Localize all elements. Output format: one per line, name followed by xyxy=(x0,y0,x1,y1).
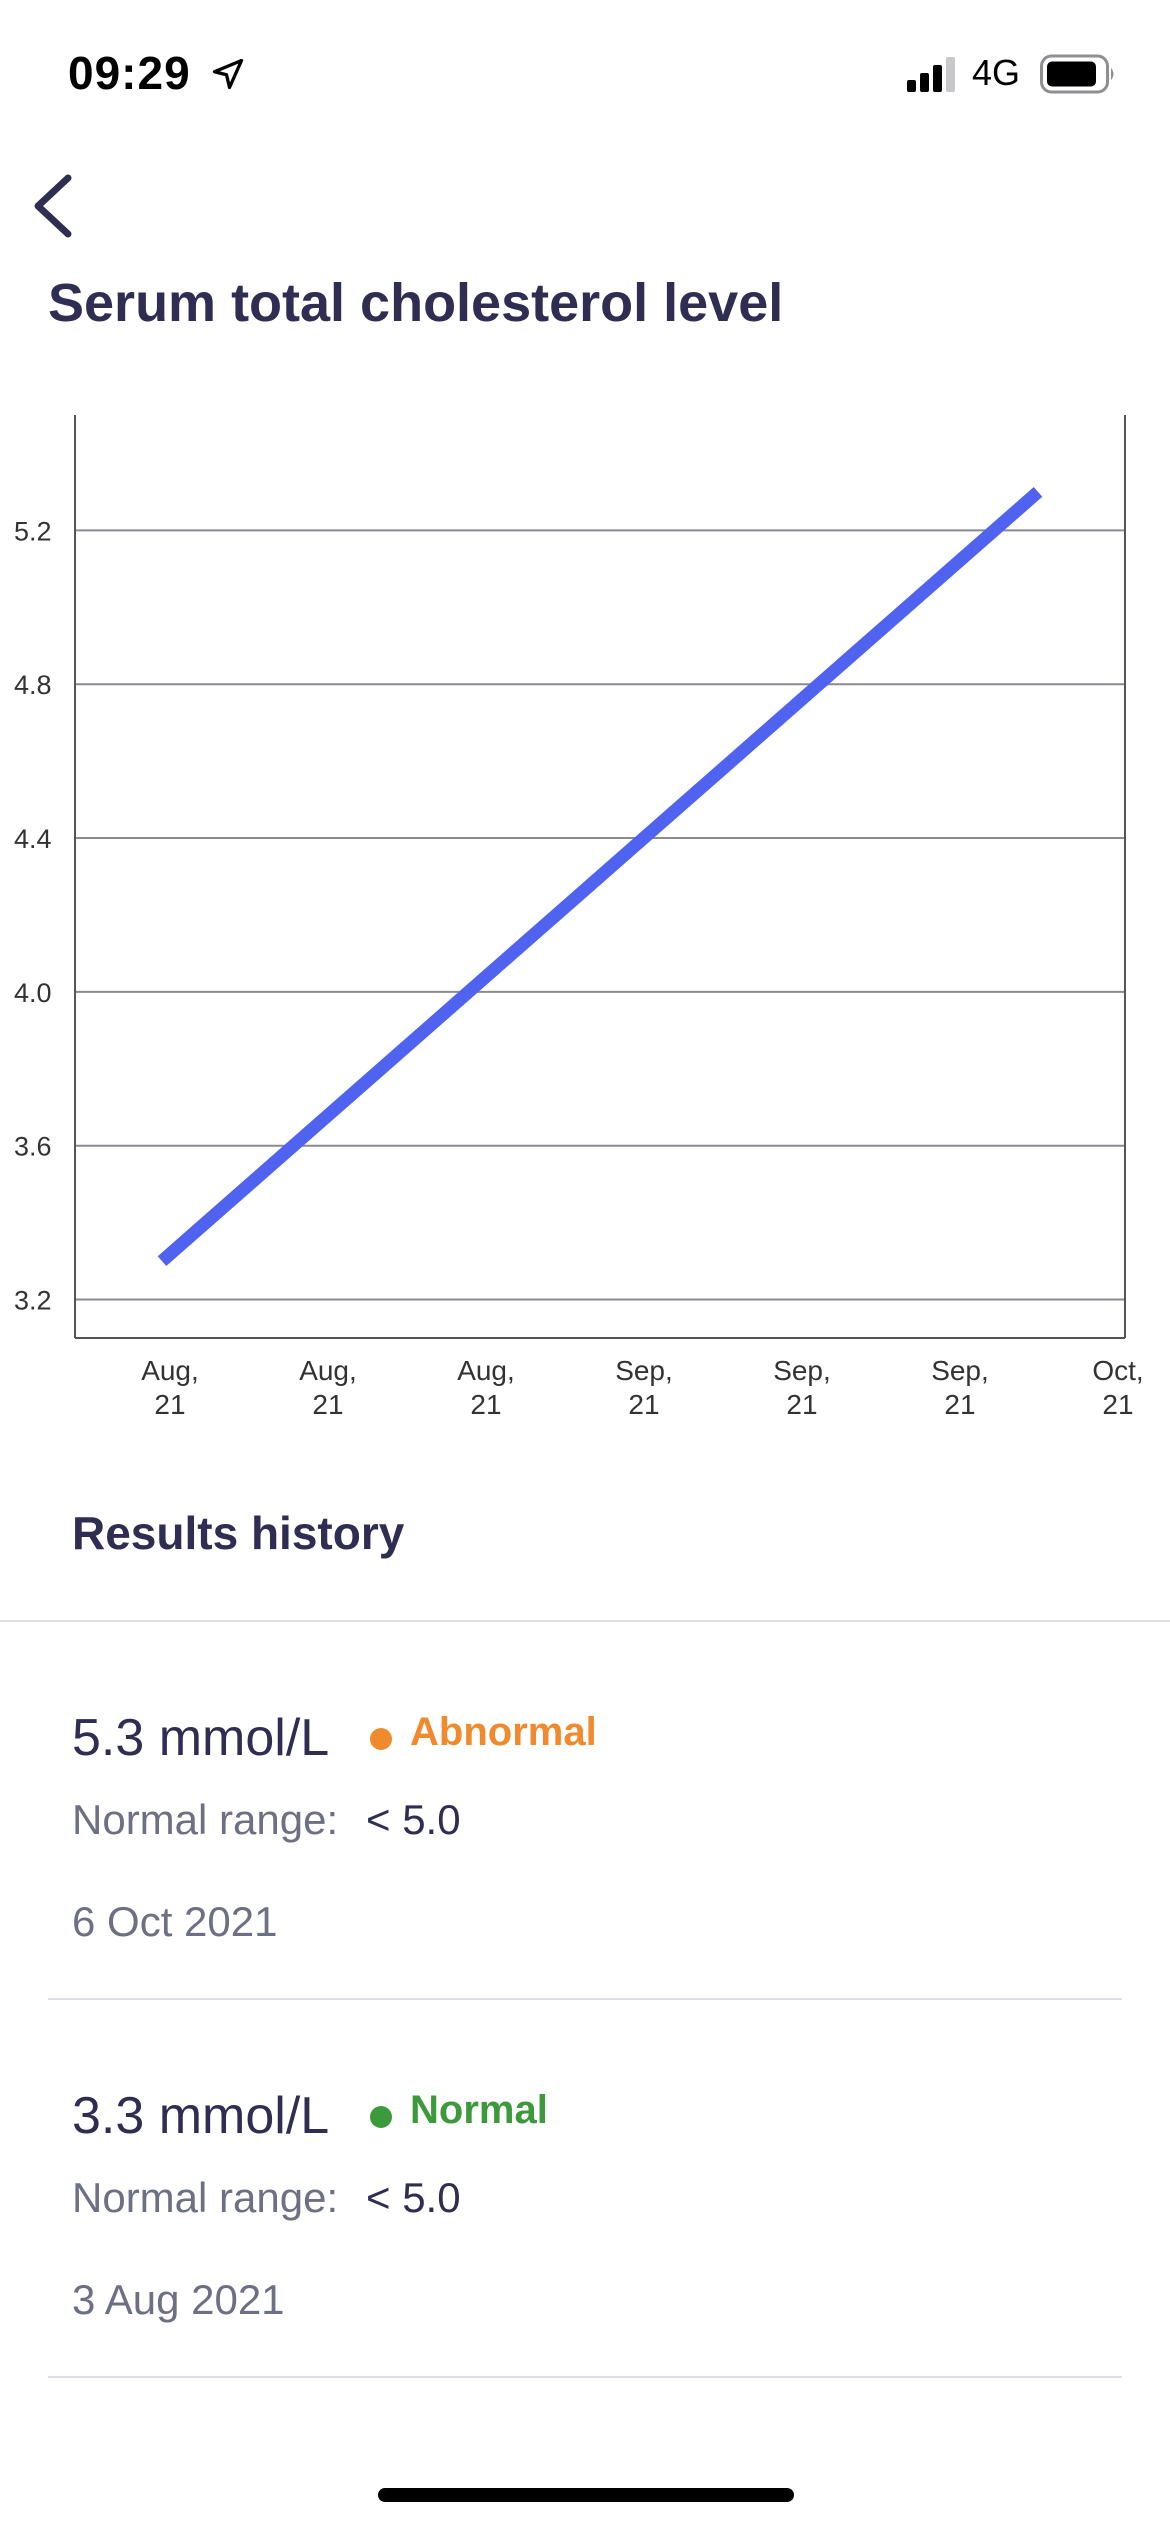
normal-range-label: Normal range: xyxy=(72,2174,339,2221)
result-item[interactable]: 5.3 mmol/L Abnormal Normal range: < 5.0 … xyxy=(48,1622,1122,2000)
x-tick-label: 21 xyxy=(944,1389,975,1420)
chevron-left-icon xyxy=(34,174,72,238)
signal-bars-icon xyxy=(907,57,955,92)
x-tick-label: 21 xyxy=(1102,1389,1133,1420)
series-line xyxy=(157,487,1043,1266)
status-time: 09:29 xyxy=(68,47,191,99)
status-bar: 09:29 4G xyxy=(0,0,1170,150)
result-divider xyxy=(48,2376,1122,2378)
back-button[interactable] xyxy=(18,160,98,250)
results-history-heading: Results history xyxy=(72,1507,405,1559)
y-tick-label: 4.0 xyxy=(14,978,52,1008)
result-value: 5.3 mmol/L xyxy=(72,1709,330,1767)
battery-icon xyxy=(1040,54,1114,94)
x-tick-label: Sep, xyxy=(773,1355,831,1386)
x-tick-label: 21 xyxy=(628,1389,659,1420)
result-divider xyxy=(48,1998,1122,2000)
network-type-label: 4G xyxy=(972,52,1021,93)
normal-range-value: < 5.0 xyxy=(366,2174,461,2221)
x-tick-label: 21 xyxy=(154,1389,185,1420)
result-value: 3.3 mmol/L xyxy=(72,2087,330,2145)
x-tick-label: Oct, xyxy=(1092,1355,1143,1386)
y-tick-label: 3.2 xyxy=(14,1286,52,1316)
section-divider xyxy=(0,1620,1170,1622)
x-tick-label: 21 xyxy=(312,1389,343,1420)
x-tick-label: Sep, xyxy=(615,1355,673,1386)
status-badge: Normal xyxy=(410,2088,548,2132)
normal-range-value: < 5.0 xyxy=(366,1796,461,1843)
x-tick-label: Aug, xyxy=(299,1355,357,1386)
status-dot-icon xyxy=(370,2106,392,2128)
page-title: Serum total cholesterol level xyxy=(48,273,784,333)
y-tick-label: 4.8 xyxy=(14,670,52,700)
result-date: 6 Oct 2021 xyxy=(72,1898,278,1945)
x-tick-label: Sep, xyxy=(931,1355,989,1386)
x-tick-label: Aug, xyxy=(457,1355,515,1386)
normal-range-label: Normal range: xyxy=(72,1796,339,1843)
result-item[interactable]: 3.3 mmol/L Normal Normal range: < 5.0 3 … xyxy=(48,2000,1122,2378)
x-tick-label: Aug, xyxy=(141,1355,199,1386)
location-arrow-icon xyxy=(212,58,244,90)
result-date: 3 Aug 2021 xyxy=(72,2276,285,2323)
y-tick-label: 4.4 xyxy=(14,824,52,854)
home-indicator[interactable] xyxy=(378,2488,794,2502)
status-badge: Abnormal xyxy=(410,1710,597,1754)
status-dot-icon xyxy=(370,1728,392,1750)
x-tick-label: 21 xyxy=(470,1389,501,1420)
y-tick-label: 3.6 xyxy=(14,1132,52,1162)
y-tick-label: 5.2 xyxy=(14,516,52,546)
cholesterol-line-chart: 3.23.64.04.44.85.2Aug,21Aug,21Aug,21Sep,… xyxy=(14,415,1144,1420)
x-tick-label: 21 xyxy=(786,1389,817,1420)
